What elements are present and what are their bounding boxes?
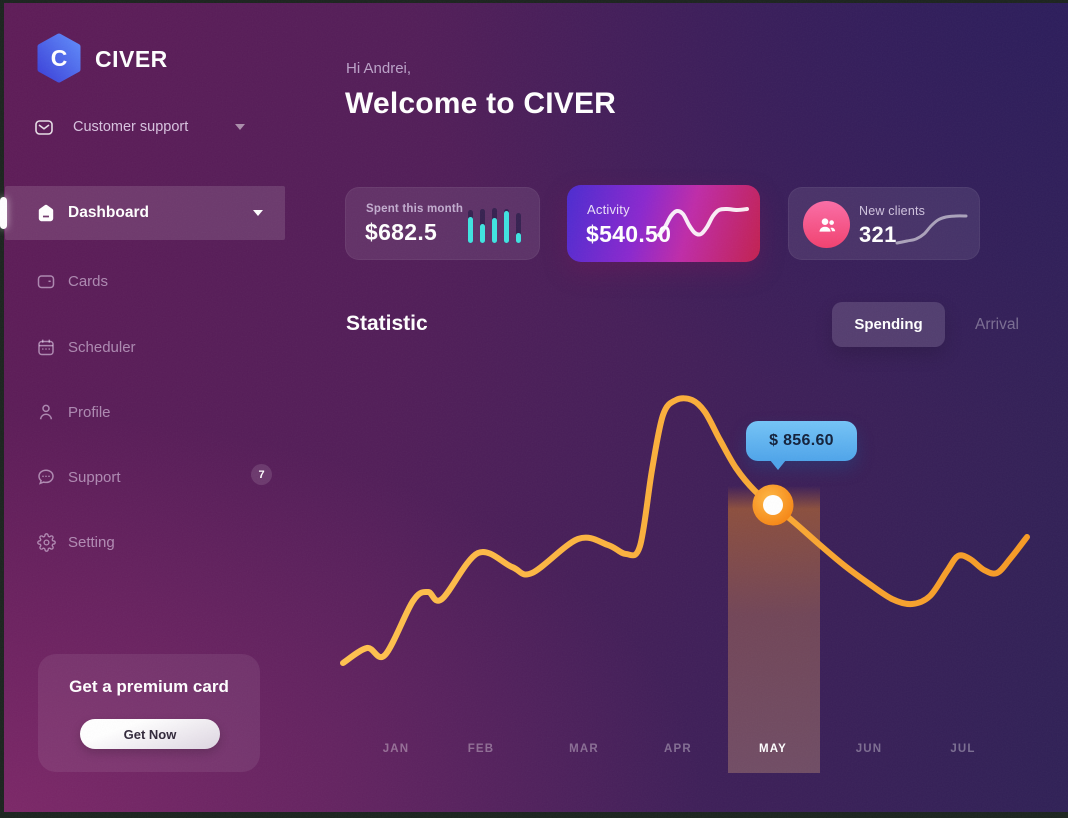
svg-text:C: C bbox=[51, 45, 68, 71]
sidebar-item-label: Cards bbox=[68, 272, 109, 290]
sidebar-item-label: Setting bbox=[68, 533, 115, 551]
chart-tooltip: $ 856.60 bbox=[746, 421, 857, 470]
sidebar-item-label: Profile bbox=[68, 403, 111, 421]
tab-arrival[interactable]: Arrival bbox=[975, 316, 1019, 333]
stat-card-label: Activity bbox=[587, 202, 630, 217]
month-label[interactable]: FEB bbox=[467, 743, 495, 755]
minibar bbox=[516, 213, 521, 243]
dashboard-icon bbox=[36, 203, 56, 223]
spending-line-chart bbox=[340, 395, 1030, 666]
gear-icon bbox=[36, 532, 56, 552]
stat-card-value: $682.5 bbox=[365, 219, 438, 245]
sidebar-item-label: Scheduler bbox=[68, 338, 136, 356]
chart-tooltip-value: $ 856.60 bbox=[769, 432, 834, 449]
get-now-button[interactable]: Get Now bbox=[80, 719, 220, 749]
chevron-down-icon bbox=[235, 124, 245, 130]
premium-card-title: Get a premium card bbox=[69, 677, 229, 696]
clients-avatar bbox=[803, 201, 850, 248]
spent-minibar-chart bbox=[468, 207, 521, 243]
sidebar-item-scheduler[interactable]: Scheduler bbox=[36, 336, 136, 358]
month-label[interactable]: MAY bbox=[758, 743, 788, 755]
calendar-icon bbox=[36, 337, 56, 357]
support-notification-badge: 7 bbox=[251, 464, 272, 485]
month-label[interactable]: MAR bbox=[569, 743, 599, 755]
sidebar-item-label: Support bbox=[68, 468, 121, 486]
sidebar-item-label: Dashboard bbox=[68, 204, 149, 221]
envelope-icon bbox=[34, 117, 54, 137]
chat-bubble-icon bbox=[36, 467, 56, 487]
sidebar-item-support[interactable]: Support bbox=[36, 466, 121, 488]
stat-card-label: Spent this month bbox=[366, 203, 464, 215]
chevron-down-icon bbox=[253, 210, 263, 216]
month-label[interactable]: JUL bbox=[950, 743, 976, 755]
person-icon bbox=[36, 402, 56, 422]
active-item-indicator bbox=[0, 197, 7, 229]
brand-logo-icon: C bbox=[37, 33, 81, 83]
page-title: Welcome to CIVER bbox=[345, 87, 617, 120]
stat-card-clients: New clients 321 bbox=[788, 187, 980, 260]
minibar bbox=[468, 210, 473, 243]
customer-support-label: Customer support bbox=[73, 119, 189, 135]
minibar bbox=[504, 209, 509, 243]
minibar bbox=[492, 208, 497, 243]
minibar bbox=[480, 209, 485, 243]
data-point-marker-inner bbox=[763, 495, 783, 515]
sidebar-item-setting[interactable]: Setting bbox=[36, 531, 115, 553]
premium-card: Get a premium card Get Now bbox=[38, 654, 260, 772]
wallet-icon bbox=[36, 271, 56, 291]
greeting-text: Hi Andrei, bbox=[346, 60, 412, 77]
sidebar-item-cards[interactable]: Cards bbox=[36, 270, 108, 292]
activity-wave-path bbox=[657, 206, 749, 237]
spending-line-path bbox=[340, 395, 1030, 666]
tooltip-pointer bbox=[770, 460, 786, 470]
stat-card-spent: Spent this month $682.5 bbox=[345, 187, 540, 260]
clients-curve-path bbox=[895, 214, 968, 245]
activity-sparkline bbox=[657, 206, 749, 237]
clients-sparkline bbox=[895, 214, 968, 245]
people-icon bbox=[818, 217, 835, 232]
month-label[interactable]: JUN bbox=[855, 743, 883, 755]
brand-name: CIVER bbox=[95, 46, 168, 72]
sidebar-item-profile[interactable]: Profile bbox=[36, 401, 111, 423]
chart-x-axis: JAN FEB MAR APR MAY JUN JUL bbox=[330, 743, 1042, 763]
tab-spending[interactable]: Spending bbox=[832, 302, 945, 347]
month-label[interactable]: JAN bbox=[382, 743, 410, 755]
month-label[interactable]: APR bbox=[664, 743, 692, 755]
statistic-title: Statistic bbox=[346, 312, 428, 335]
sidebar-item-dashboard[interactable]: Dashboard bbox=[36, 202, 149, 224]
stat-card-value: 321 bbox=[859, 222, 897, 247]
sidebar-item-customer-support[interactable]: Customer support bbox=[34, 112, 254, 142]
stat-card-activity: Activity $540.50 bbox=[567, 185, 760, 262]
